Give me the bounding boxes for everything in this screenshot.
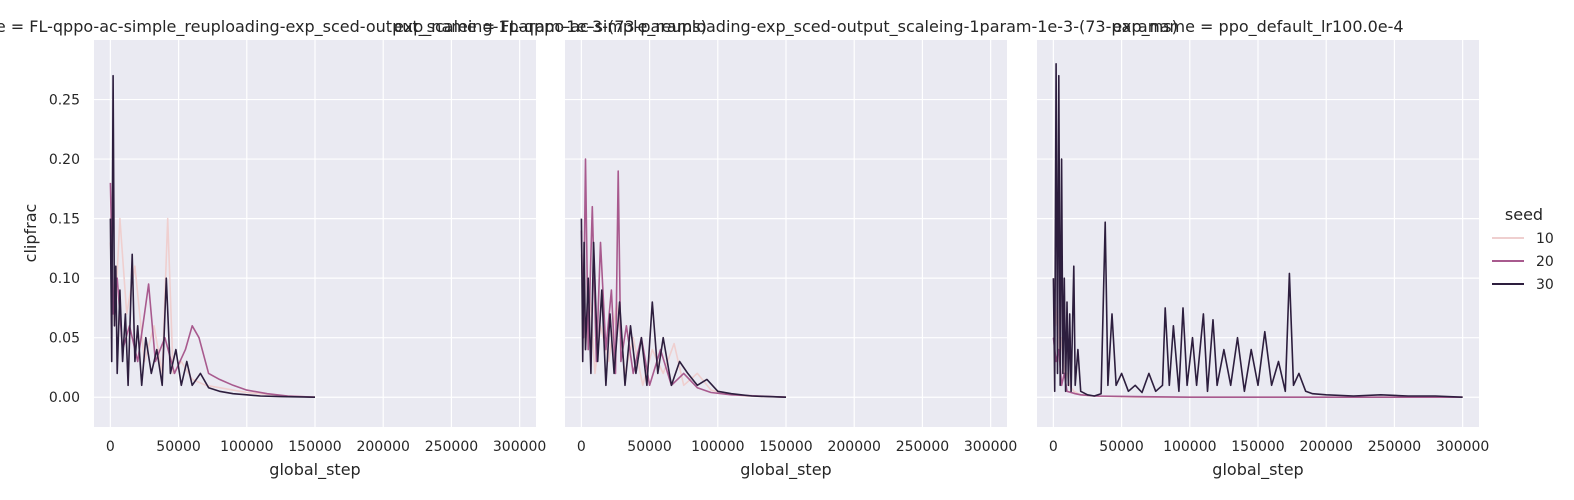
x-tick-label: 200000 (827, 439, 880, 455)
series-line-seed-10 (580, 254, 787, 398)
x-tick-label: 100000 (1163, 439, 1216, 455)
x-axis-label: global_step (269, 460, 360, 480)
x-tick-labels: 0 50000 100000 150000 200000 250000 300000 (1049, 439, 1489, 455)
legend-entry-20: 20 (1492, 254, 1554, 270)
y-tick-label: 0.10 (49, 271, 80, 287)
legend: seed 10 20 30 (1492, 205, 1554, 293)
x-tick-labels: 0 50000 100000 150000 200000 250000 300000 (577, 439, 1017, 455)
y-tick-label: 0.05 (49, 331, 80, 347)
x-tick-label: 50000 (156, 439, 201, 455)
x-tick-label: 250000 (896, 439, 949, 455)
x-tick-label: 0 (106, 439, 115, 455)
x-tick-label: 200000 (356, 439, 409, 455)
facet-title: exp_name = ppo_default_lr100.0e-4 (1112, 17, 1403, 37)
x-tick-label: 150000 (759, 439, 812, 455)
x-tick-label: 0 (1049, 439, 1058, 455)
x-tick-label: 300000 (493, 439, 546, 455)
y-tick-label: 0.25 (49, 93, 80, 109)
legend-label: 30 (1536, 277, 1554, 293)
gridlines (94, 40, 536, 427)
legend-title: seed (1505, 205, 1543, 224)
series-line-seed-30 (109, 74, 316, 398)
y-tick-label: 0.20 (49, 152, 80, 168)
facet-title: exp_name = FL-qppo-ac-simple_reuploading… (394, 17, 1178, 37)
legend-entry-10: 10 (1492, 231, 1554, 247)
facet-panel-1: 0 50000 100000 150000 200000 250000 300000 0.0… (0, 17, 707, 480)
x-tick-label: 0 (577, 439, 586, 455)
x-tick-label: 150000 (288, 439, 341, 455)
facet-panel-2: 0 50000 100000 150000 200000 250000 300000 exp… (394, 17, 1178, 480)
series-line-seed-30 (1052, 62, 1463, 398)
x-tick-label: 50000 (627, 439, 672, 455)
x-tick-label: 300000 (964, 439, 1017, 455)
series-line-seed-20 (580, 158, 787, 398)
legend-label: 10 (1536, 231, 1554, 247)
x-tick-label: 150000 (1231, 439, 1284, 455)
facet-panel-3: 0 50000 100000 150000 200000 250000 300000 exp… (1037, 17, 1489, 480)
x-tick-label: 100000 (691, 439, 744, 455)
x-tick-label: 300000 (1436, 439, 1489, 455)
x-tick-labels: 0 50000 100000 150000 200000 250000 300000 (106, 439, 546, 455)
x-axis-label: global_step (740, 460, 831, 480)
x-axis-label: global_step (1212, 460, 1303, 480)
gridlines (565, 40, 1007, 427)
series-lines (109, 74, 316, 398)
y-tick-labels: 0.00 0.05 0.10 0.15 0.20 0.25 (49, 93, 80, 407)
x-tick-label: 50000 (1099, 439, 1144, 455)
y-axis-label: clipfrac (21, 204, 40, 263)
series-line-seed-20 (109, 182, 316, 398)
legend-entry-30: 30 (1492, 277, 1554, 293)
y-tick-label: 0.00 (49, 390, 80, 406)
x-tick-label: 250000 (425, 439, 478, 455)
x-tick-label: 250000 (1368, 439, 1421, 455)
x-tick-label: 100000 (220, 439, 273, 455)
y-tick-label: 0.15 (49, 212, 80, 228)
series-lines (580, 158, 787, 398)
series-line-seed-30 (580, 218, 787, 398)
x-tick-label: 200000 (1299, 439, 1352, 455)
series-lines (1052, 62, 1463, 399)
legend-label: 20 (1536, 254, 1554, 270)
facet-title: exp_name = FL-qppo-ac-simple_reuploading… (0, 17, 707, 37)
